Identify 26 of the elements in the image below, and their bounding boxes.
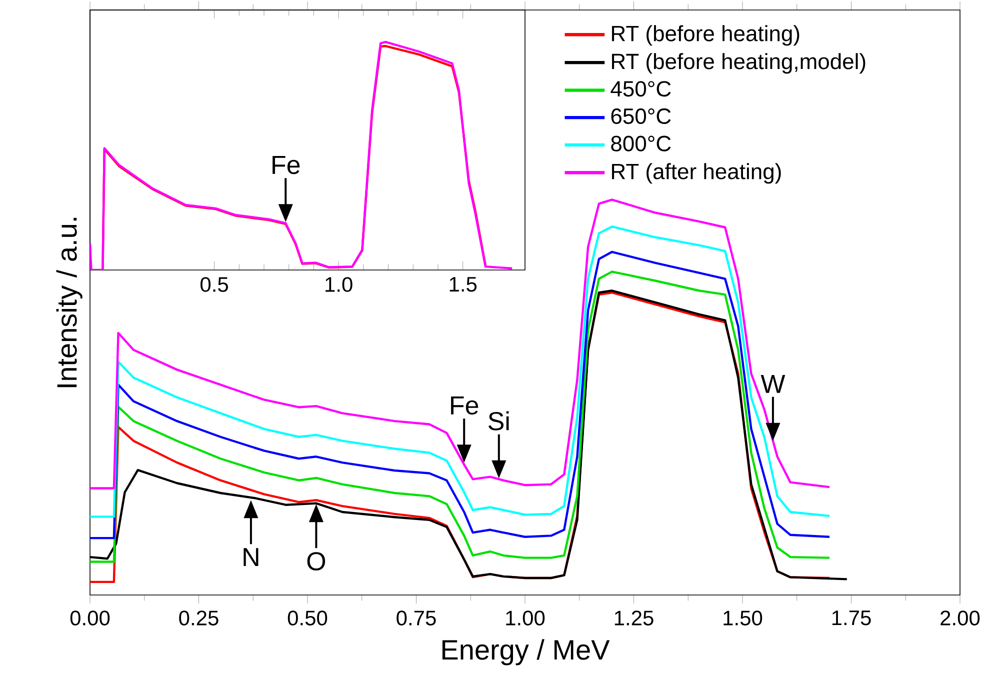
x-tick-label: 2.00 xyxy=(940,610,980,626)
annotation: Fe xyxy=(272,156,300,174)
annotation: O xyxy=(307,552,326,570)
annotation: W xyxy=(760,374,786,393)
legend-label: RT (before heating) xyxy=(612,25,800,46)
x-tick-label: 0.75 xyxy=(396,610,436,626)
x-tick-label: 1.75 xyxy=(832,610,871,626)
x-tick-label: 1.5 xyxy=(450,277,477,292)
y-axis-title: Intensity / a.u. xyxy=(56,218,82,388)
x-tick-label: 0.25 xyxy=(179,610,218,626)
x-axis-title: Energy / MeV xyxy=(442,639,610,666)
legend-label: RT (before heating,model) xyxy=(612,53,866,74)
x-tick-label: 0.50 xyxy=(288,610,328,626)
annotation: Fe xyxy=(451,396,478,415)
legend-label: RT (after heating) xyxy=(612,163,781,184)
annotation: Si xyxy=(488,411,509,430)
x-tick-label: 0.5 xyxy=(200,277,228,292)
x-tick-label: 1.00 xyxy=(506,610,545,626)
legend-label: 650°C xyxy=(611,108,671,124)
legend-label: 450°C xyxy=(610,81,671,97)
annotation: N xyxy=(244,548,258,566)
legend-label: 800°C xyxy=(611,136,671,152)
x-tick-label: 0.00 xyxy=(70,610,110,626)
x-tick-label: 1.50 xyxy=(724,610,762,626)
x-tick-label: 1.0 xyxy=(326,277,352,292)
x-tick-label: 1.25 xyxy=(614,610,654,626)
